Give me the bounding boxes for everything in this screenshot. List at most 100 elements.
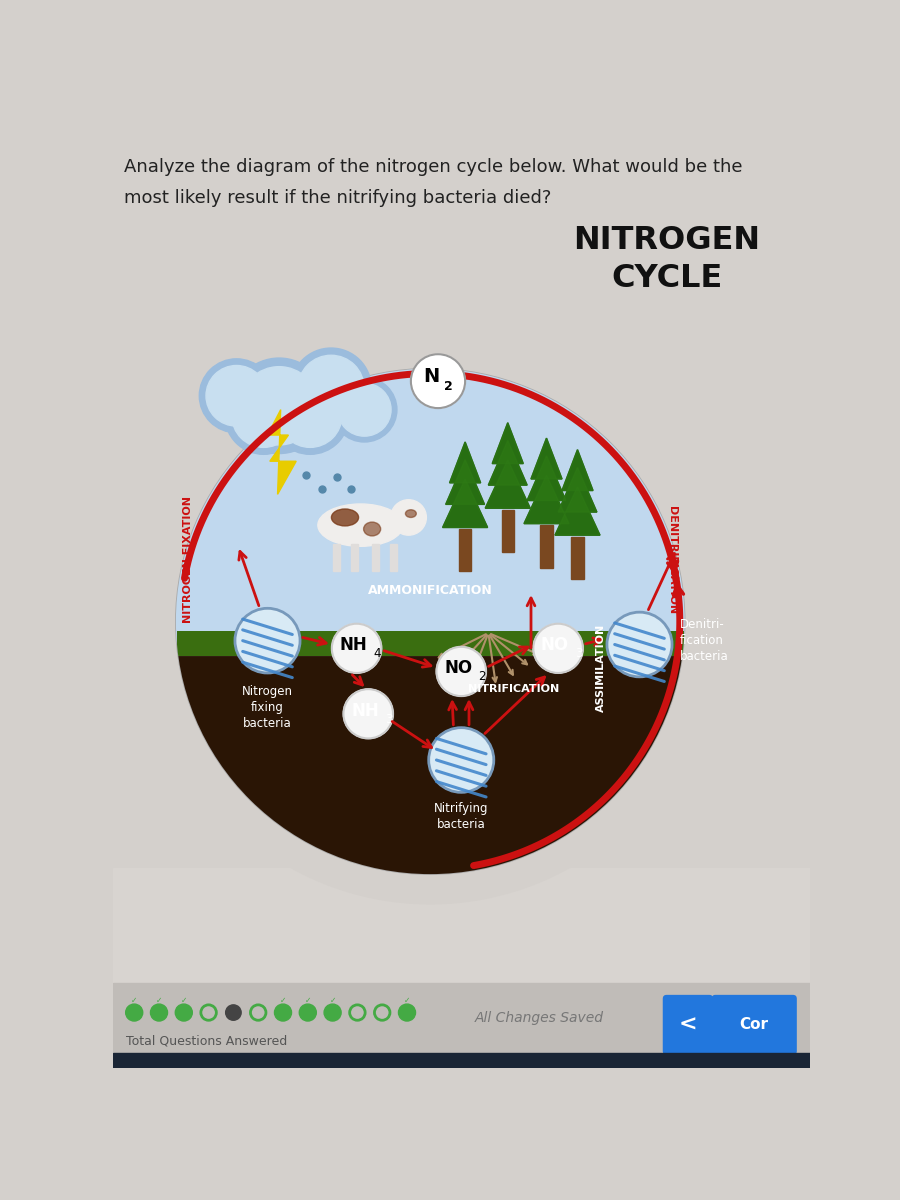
Polygon shape bbox=[443, 479, 488, 528]
Text: DENITRIFICATION: DENITRIFICATION bbox=[667, 505, 677, 614]
Text: N: N bbox=[424, 367, 440, 386]
Circle shape bbox=[272, 377, 349, 455]
Polygon shape bbox=[555, 487, 600, 535]
Circle shape bbox=[206, 366, 267, 426]
Text: 3: 3 bbox=[575, 647, 582, 660]
Text: Denitri-
fication
bacteria: Denitri- fication bacteria bbox=[680, 618, 729, 664]
Ellipse shape bbox=[364, 522, 381, 536]
Circle shape bbox=[391, 499, 427, 535]
Circle shape bbox=[399, 1004, 416, 1021]
Text: 3: 3 bbox=[385, 713, 392, 726]
Bar bbox=[333, 545, 340, 571]
Polygon shape bbox=[489, 440, 527, 485]
Polygon shape bbox=[527, 456, 566, 500]
Circle shape bbox=[300, 1004, 316, 1021]
Polygon shape bbox=[450, 442, 481, 482]
Bar bbox=[501, 510, 514, 552]
Text: ✓: ✓ bbox=[280, 996, 286, 1004]
Circle shape bbox=[226, 1004, 241, 1020]
Circle shape bbox=[332, 377, 397, 442]
Circle shape bbox=[278, 384, 342, 448]
Text: ✓: ✓ bbox=[329, 996, 336, 1004]
PathPatch shape bbox=[177, 631, 684, 656]
Text: NITROGEN: NITROGEN bbox=[573, 224, 760, 256]
Ellipse shape bbox=[405, 510, 417, 517]
Polygon shape bbox=[562, 450, 593, 491]
Polygon shape bbox=[492, 422, 523, 463]
Polygon shape bbox=[527, 456, 566, 500]
Polygon shape bbox=[446, 460, 484, 504]
Bar bbox=[112, 983, 810, 1068]
Bar bbox=[351, 545, 358, 571]
Circle shape bbox=[344, 689, 393, 738]
Text: 2: 2 bbox=[478, 671, 485, 683]
Circle shape bbox=[225, 377, 302, 455]
Text: ✓: ✓ bbox=[131, 996, 138, 1004]
Circle shape bbox=[291, 348, 372, 428]
Text: All Changes Saved: All Changes Saved bbox=[474, 1010, 603, 1025]
Text: NH: NH bbox=[351, 702, 379, 720]
Polygon shape bbox=[555, 487, 600, 535]
Circle shape bbox=[175, 367, 686, 876]
Bar bbox=[112, 868, 810, 983]
Text: Analyze the diagram of the nitrogen cycle below. What would be the: Analyze the diagram of the nitrogen cycl… bbox=[124, 158, 742, 176]
Bar bbox=[112, 1052, 810, 1068]
Text: ✓: ✓ bbox=[304, 996, 311, 1004]
Polygon shape bbox=[267, 409, 296, 494]
Circle shape bbox=[298, 355, 365, 421]
Text: 2: 2 bbox=[445, 380, 454, 394]
Polygon shape bbox=[562, 450, 593, 491]
Circle shape bbox=[235, 608, 300, 673]
Text: AMMONIFICATION: AMMONIFICATION bbox=[368, 584, 493, 598]
Ellipse shape bbox=[331, 509, 358, 526]
Polygon shape bbox=[450, 442, 481, 482]
Bar bbox=[372, 545, 379, 571]
Polygon shape bbox=[558, 467, 597, 512]
Polygon shape bbox=[485, 460, 530, 509]
Circle shape bbox=[199, 359, 274, 433]
Polygon shape bbox=[489, 440, 527, 485]
Text: ✓: ✓ bbox=[404, 996, 410, 1004]
Text: NITROGEN FIXATION: NITROGEN FIXATION bbox=[184, 497, 194, 623]
Polygon shape bbox=[485, 460, 530, 509]
Text: Nitrifying
bacteria: Nitrifying bacteria bbox=[434, 803, 489, 832]
Polygon shape bbox=[531, 438, 562, 479]
Polygon shape bbox=[524, 475, 569, 523]
Polygon shape bbox=[524, 475, 569, 523]
Text: NO: NO bbox=[444, 659, 472, 677]
Text: Cor: Cor bbox=[740, 1018, 769, 1032]
Polygon shape bbox=[531, 438, 562, 479]
Circle shape bbox=[150, 1004, 167, 1021]
Circle shape bbox=[607, 612, 672, 677]
Circle shape bbox=[428, 727, 494, 792]
Circle shape bbox=[411, 354, 465, 408]
Text: NO: NO bbox=[541, 636, 569, 654]
FancyBboxPatch shape bbox=[712, 995, 796, 1055]
Circle shape bbox=[332, 624, 382, 673]
Text: Total Questions Answered: Total Questions Answered bbox=[126, 1034, 288, 1048]
Circle shape bbox=[436, 647, 486, 696]
Bar bbox=[459, 529, 472, 571]
Polygon shape bbox=[446, 460, 484, 504]
Text: most likely result if the nitrifying bacteria died?: most likely result if the nitrifying bac… bbox=[124, 188, 552, 206]
Circle shape bbox=[274, 1004, 292, 1021]
Text: Nitrogen
fixing
bacteria: Nitrogen fixing bacteria bbox=[242, 685, 293, 731]
Bar bbox=[540, 526, 553, 568]
Bar bbox=[572, 536, 584, 580]
Circle shape bbox=[324, 1004, 341, 1021]
Bar bbox=[390, 545, 397, 571]
Circle shape bbox=[534, 624, 583, 673]
Circle shape bbox=[231, 358, 328, 454]
Circle shape bbox=[126, 1004, 143, 1021]
Circle shape bbox=[176, 1004, 193, 1021]
Circle shape bbox=[338, 383, 392, 436]
Circle shape bbox=[239, 367, 319, 445]
Circle shape bbox=[232, 384, 295, 448]
Text: CYCLE: CYCLE bbox=[611, 263, 722, 294]
Polygon shape bbox=[558, 467, 597, 512]
Text: NITRIFICATION: NITRIFICATION bbox=[468, 684, 560, 694]
Polygon shape bbox=[492, 422, 523, 463]
PathPatch shape bbox=[177, 656, 684, 876]
Text: ✓: ✓ bbox=[181, 996, 187, 1004]
Ellipse shape bbox=[318, 504, 403, 546]
